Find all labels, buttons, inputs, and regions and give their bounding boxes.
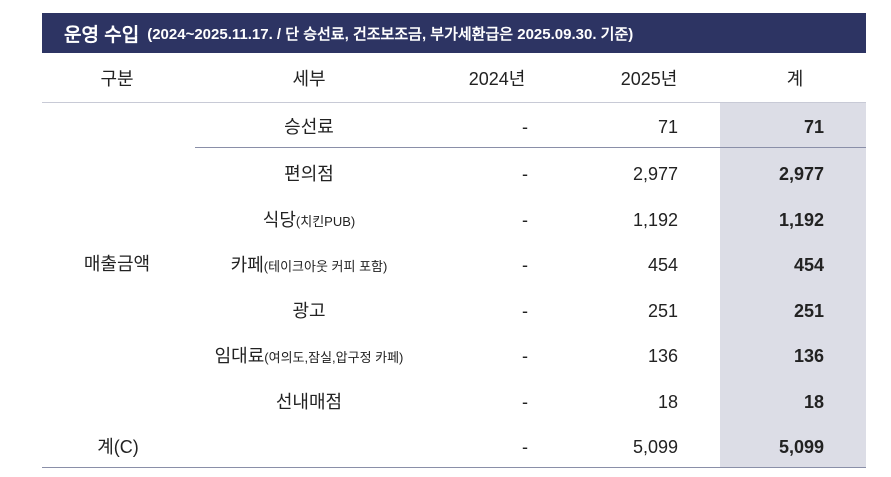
detail: 카페 — [230, 255, 264, 275]
value-2024: - — [522, 255, 528, 275]
value-total: 2,977 — [778, 164, 824, 184]
detail: 임대료 — [214, 346, 265, 366]
bottom-rule — [42, 467, 866, 468]
column-header: 계 — [786, 69, 804, 89]
total-column-shade — [720, 103, 866, 467]
value-total: 136 — [793, 346, 824, 366]
value-2025: 1,192 — [632, 209, 678, 230]
category: 매출금액 — [83, 254, 151, 274]
value-2025: 136 — [647, 346, 678, 366]
value-2025: 2,977 — [632, 164, 678, 184]
value-total: 251 — [793, 300, 824, 321]
column-header: 2025년 — [620, 69, 678, 89]
total-2024: - — [522, 437, 528, 457]
title: 운영 수입 — [64, 24, 140, 46]
detail-note: (치킨PUB) — [295, 213, 356, 229]
detail-cell: 선내매점 — [276, 387, 342, 417]
value-2024: - — [522, 117, 528, 137]
detail-cell: 편의점 — [284, 159, 334, 189]
detail-cell: 식당(치킨PUB) — [263, 205, 355, 235]
detail-cell: 임대료(여의도,잠실,압구정 카페) — [215, 341, 404, 371]
value-2025: 71 — [657, 117, 678, 137]
value-2024: - — [522, 346, 528, 366]
value-2025: 18 — [657, 391, 678, 412]
detail-note: (여의도,잠실,압구정 카페) — [264, 350, 404, 365]
row-rule — [195, 147, 866, 148]
detail: 선내매점 — [275, 391, 343, 412]
detail-cell: 승선료 — [284, 112, 334, 142]
total-total: 5,099 — [778, 437, 824, 457]
value-2024: - — [522, 391, 528, 412]
detail: 광고 — [292, 300, 326, 321]
detail-cell: 카페(테이크아웃 커피 포함) — [231, 250, 388, 280]
value-2025: 454 — [647, 255, 678, 275]
detail-note: (테이크아웃 커피 포함) — [263, 259, 388, 274]
value-2025: 251 — [647, 300, 678, 321]
value-total: 18 — [803, 391, 824, 412]
value-total: 1,192 — [778, 209, 824, 230]
value-2024: - — [522, 300, 528, 321]
header-rule — [42, 102, 866, 103]
total-label: 계(C) — [97, 437, 139, 457]
detail-cell: 광고 — [292, 296, 325, 326]
value-2024: - — [522, 164, 528, 184]
detail: 식당 — [262, 209, 296, 230]
column-header: 세부 — [292, 69, 326, 89]
column-header: 구분 — [100, 69, 134, 89]
detail: 승선료 — [284, 117, 334, 137]
column-header: 2024년 — [468, 69, 526, 89]
value-2024: - — [522, 209, 528, 230]
header-bar: 운영 수입 (2024~2025.11.17. / 단 승선료, 건조보조금, … — [42, 13, 866, 53]
value-total: 71 — [803, 117, 824, 137]
detail: 편의점 — [284, 164, 334, 184]
value-total: 454 — [793, 255, 824, 275]
subtitle: (2024~2025.11.17. / 단 승선료, 건조보조금, 부가세환급은… — [147, 25, 634, 43]
total-2025: 5,099 — [632, 437, 678, 457]
